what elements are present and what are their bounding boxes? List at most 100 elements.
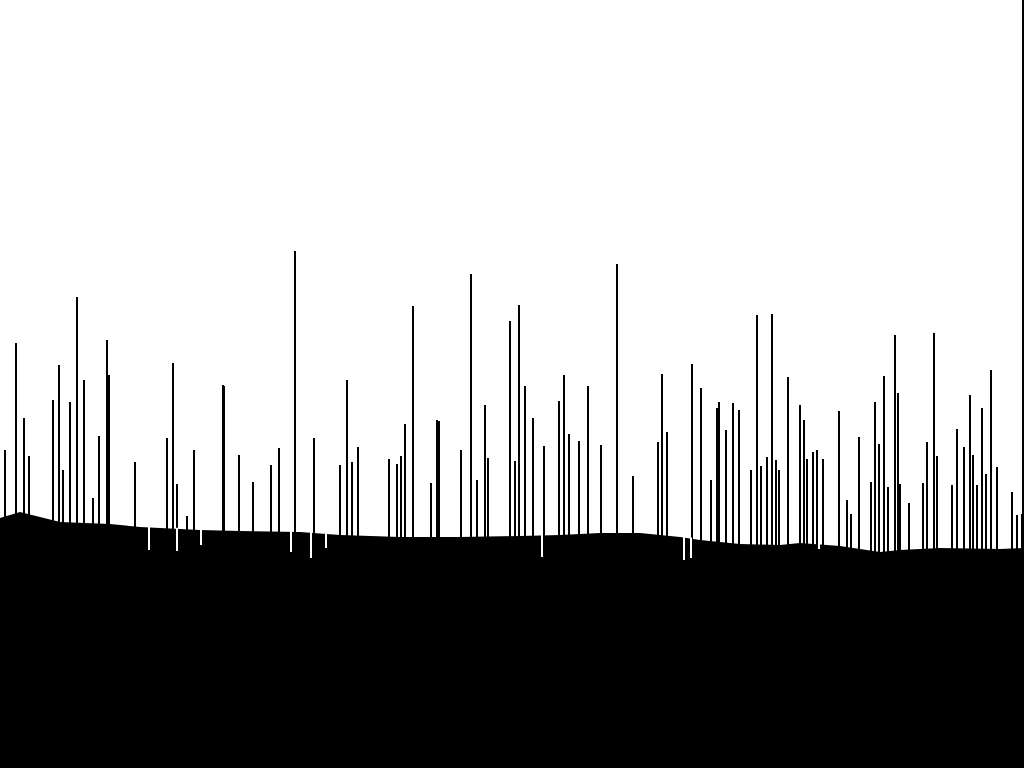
spike-45 [509,321,511,541]
spike-98 [926,442,928,553]
spike-51 [558,401,560,540]
spike-35 [404,424,406,541]
ground-notch-1 [176,527,178,551]
spike-70 [750,470,752,549]
spike-46 [514,461,516,541]
ground-notch-0 [148,526,150,550]
spike-61 [666,432,668,540]
spike-31 [357,447,359,540]
spike-2 [23,418,25,517]
spike-40 [460,450,462,541]
spike-39 [438,421,440,541]
ground-notch-2 [200,529,202,545]
ground-notch-5 [325,532,327,548]
spike-41 [470,274,472,541]
spike-17 [176,484,178,533]
spike-49 [532,418,534,540]
spike-28 [339,465,341,539]
spike-75 [775,460,777,549]
spike-67 [725,430,727,547]
spike-99 [933,333,935,553]
spike-34 [400,456,402,541]
spike-8 [76,297,78,527]
spike-56 [600,445,602,537]
spike-72 [760,466,762,549]
spike-37 [430,483,432,541]
spike-93 [894,335,896,555]
spike-65 [716,408,718,546]
spike-21 [223,386,225,535]
spike-47 [518,305,520,541]
spike-11 [98,436,100,528]
spike-32 [388,459,390,541]
spike-5 [58,365,60,526]
spike-92 [887,487,889,556]
spike-15 [166,438,168,533]
spike-103 [963,447,965,553]
spike-85 [846,500,848,551]
spike-107 [981,408,983,553]
spike-83 [822,459,824,549]
spike-96 [908,503,910,554]
spike-79 [803,420,805,548]
spike-100 [936,456,938,553]
spike-106 [976,485,978,553]
spike-80 [806,459,808,548]
spike-105 [972,455,974,553]
spike-44 [487,458,489,541]
ground-notch-7 [683,536,685,560]
spike-112 [1016,515,1018,553]
ground-notch-4 [310,531,312,558]
spike-42 [476,480,478,541]
spike-1 [15,343,17,518]
spike-64 [710,480,712,545]
spike-111 [1011,492,1013,553]
spike-23 [252,482,254,536]
spike-0 [4,450,6,521]
spike-36 [412,306,414,541]
spike-16 [172,363,174,533]
spike-27 [313,438,315,537]
spike-6 [62,470,64,527]
spike-24 [270,465,272,536]
spike-73 [766,457,768,549]
spike-76 [778,470,780,549]
spike-30 [351,462,353,540]
spike-3 [28,456,30,518]
ground-silhouette [0,512,1024,768]
spike-108 [985,474,987,553]
spike-14 [134,462,136,531]
spike-87 [858,437,860,553]
spike-33 [396,464,398,541]
ground-notch-6 [541,534,543,557]
spike-63 [700,388,702,544]
spike-91 [883,376,885,556]
spike-48 [524,386,526,540]
spike-77 [787,377,789,549]
spike-29 [346,380,348,540]
spike-82 [816,450,818,549]
spike-26 [294,251,296,536]
spike-104 [969,395,971,553]
spike-10 [92,498,94,528]
ground-notch-8 [690,537,692,558]
spike-18 [186,516,188,534]
spike-89 [874,402,876,556]
spike-58 [632,476,634,537]
spike-54 [578,441,580,539]
spike-68 [732,403,734,548]
spike-4 [52,400,54,524]
spike-97 [922,483,924,553]
spike-110 [996,467,998,553]
ground-notch-3 [290,530,292,552]
spike-69 [738,410,740,548]
spike-9 [83,380,85,527]
spike-66 [718,402,720,546]
spike-62 [691,364,693,543]
spike-109 [990,370,992,553]
spike-74 [771,314,773,549]
spike-25 [278,448,280,536]
ground-notch-9 [818,543,820,549]
spike-88 [870,482,872,555]
